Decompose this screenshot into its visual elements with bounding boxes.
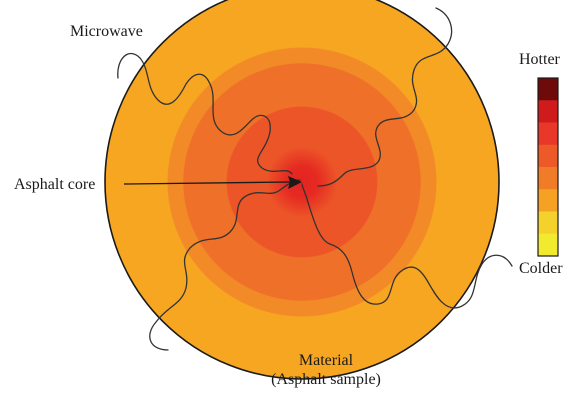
colder-label: Colder: [519, 260, 563, 277]
temperature-color-scale: [538, 78, 558, 257]
temperature-scale-swatch: [538, 211, 558, 235]
temperature-scale-swatch: [538, 189, 558, 212]
temperature-scale-swatch: [538, 233, 558, 257]
asphalt-core-pointer-line: [123, 181, 291, 185]
microwave-wave-top-right: [317, 7, 453, 187]
microwave-label: Microwave: [70, 23, 143, 40]
temperature-scale-swatch: [538, 144, 558, 168]
temperature-scale-outline: [537, 77, 559, 257]
asphalt-core-pointer-arrowhead: [288, 176, 302, 189]
material-label-line-2: (Asphalt sample): [271, 371, 381, 388]
temperature-scale-swatch: [538, 167, 558, 190]
asphalt-core-label: Asphalt core: [14, 176, 96, 193]
microwave-wave-bottom-right: [301, 183, 513, 309]
temperature-scale-swatch: [538, 78, 558, 101]
microwave-wave-top-left: [117, 52, 293, 175]
material-label: Material (Asphalt sample): [256, 351, 396, 389]
hotter-label: Hotter: [519, 51, 560, 68]
material-label-line-1: Material: [298, 352, 354, 369]
temperature-scale-swatch: [538, 100, 558, 123]
asphalt-sample-disc: [104, 0, 500, 380]
temperature-scale-swatch: [538, 122, 558, 146]
microwave-wave-bottom-left: [149, 179, 301, 351]
